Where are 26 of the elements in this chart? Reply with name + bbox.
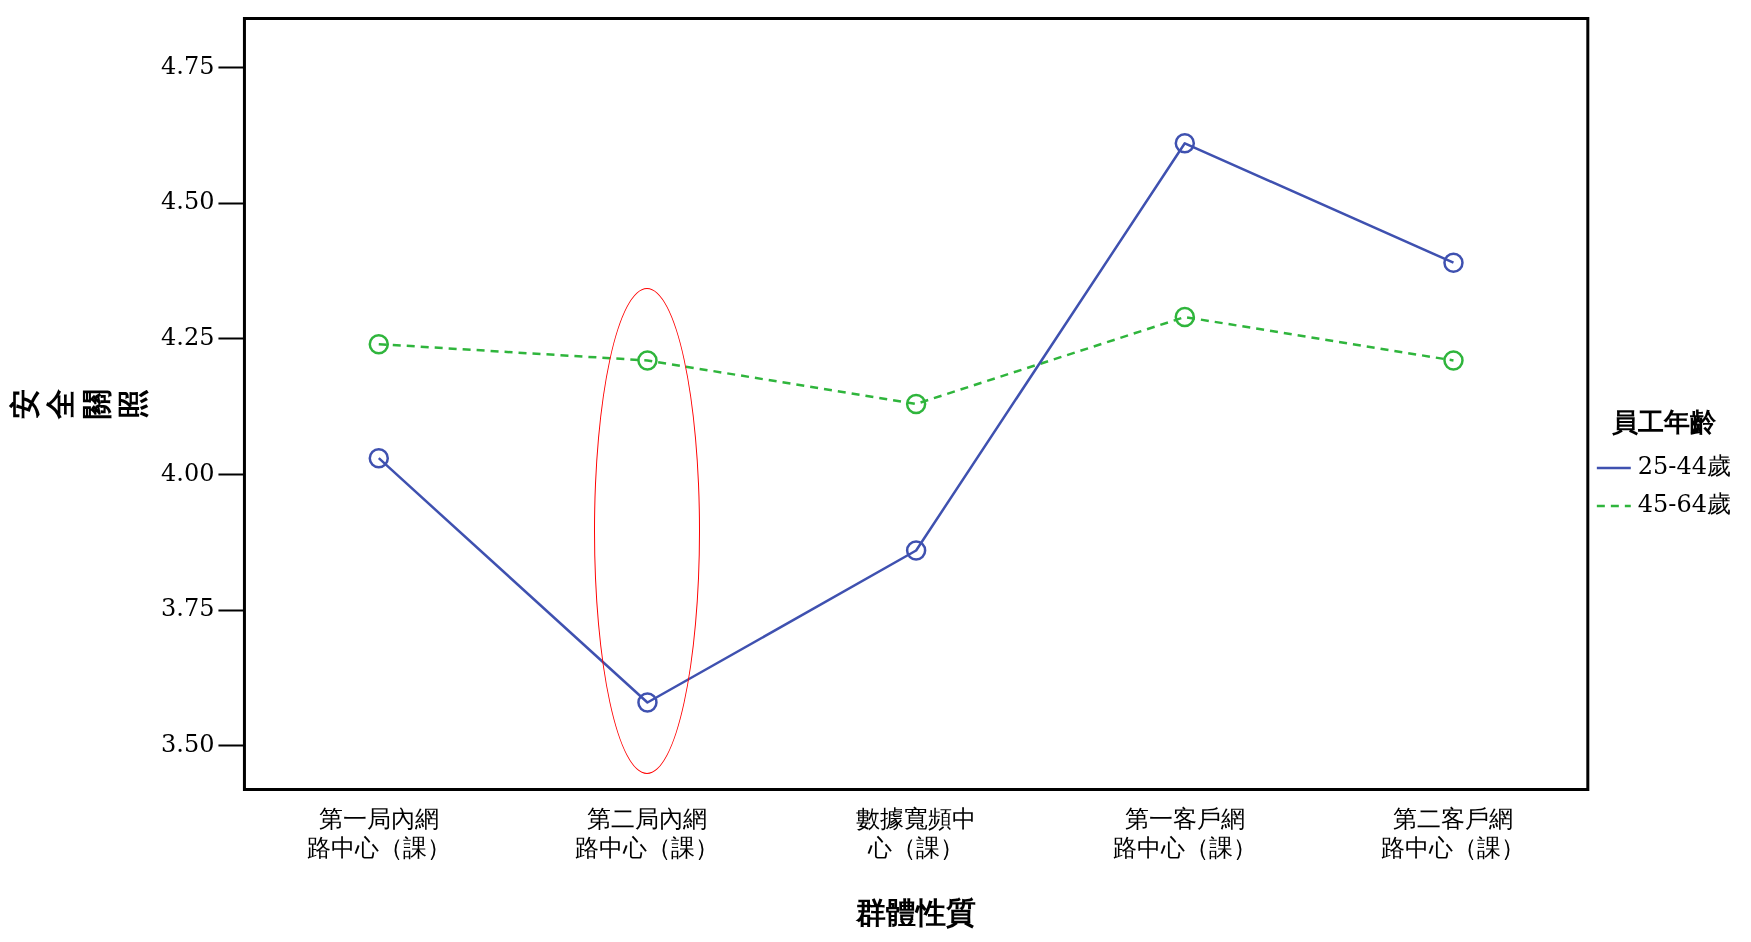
x-tick-label: 第一局內網路中心（課）	[306, 805, 451, 862]
point	[637, 692, 658, 713]
y-tick-label: 4.00	[161, 458, 215, 487]
y-tick-label: 4.25	[161, 322, 215, 351]
point	[1174, 306, 1196, 328]
y-tick-label: 3.75	[161, 594, 215, 623]
y-tick-label: 3.50	[161, 730, 215, 759]
point	[1174, 133, 1196, 154]
point	[1443, 350, 1464, 371]
point	[905, 393, 927, 415]
y-tick-label: 4.75	[161, 51, 215, 80]
x-tick-label: 第一客戶網路中心（課）	[1112, 805, 1257, 862]
legend-title: 員工年齡	[1612, 406, 1718, 437]
legend-label: 45-64歲	[1637, 490, 1731, 519]
y-tick-label: 4.50	[161, 187, 215, 216]
x-tick-label: 第二客戶網路中心（課）	[1381, 805, 1526, 862]
x-tick-label: 第二局內網路中心（課）	[575, 805, 720, 862]
x-tick-label: 數據寬頻中心（課）	[856, 805, 977, 862]
point	[1443, 252, 1464, 273]
point	[368, 333, 390, 355]
point	[368, 447, 390, 469]
x-axis-title: 群體性質	[855, 894, 977, 930]
point	[637, 350, 658, 371]
point	[905, 540, 927, 561]
y-axis-title: 安全關照	[6, 388, 150, 420]
legend-label: 25-44歲	[1637, 452, 1731, 481]
